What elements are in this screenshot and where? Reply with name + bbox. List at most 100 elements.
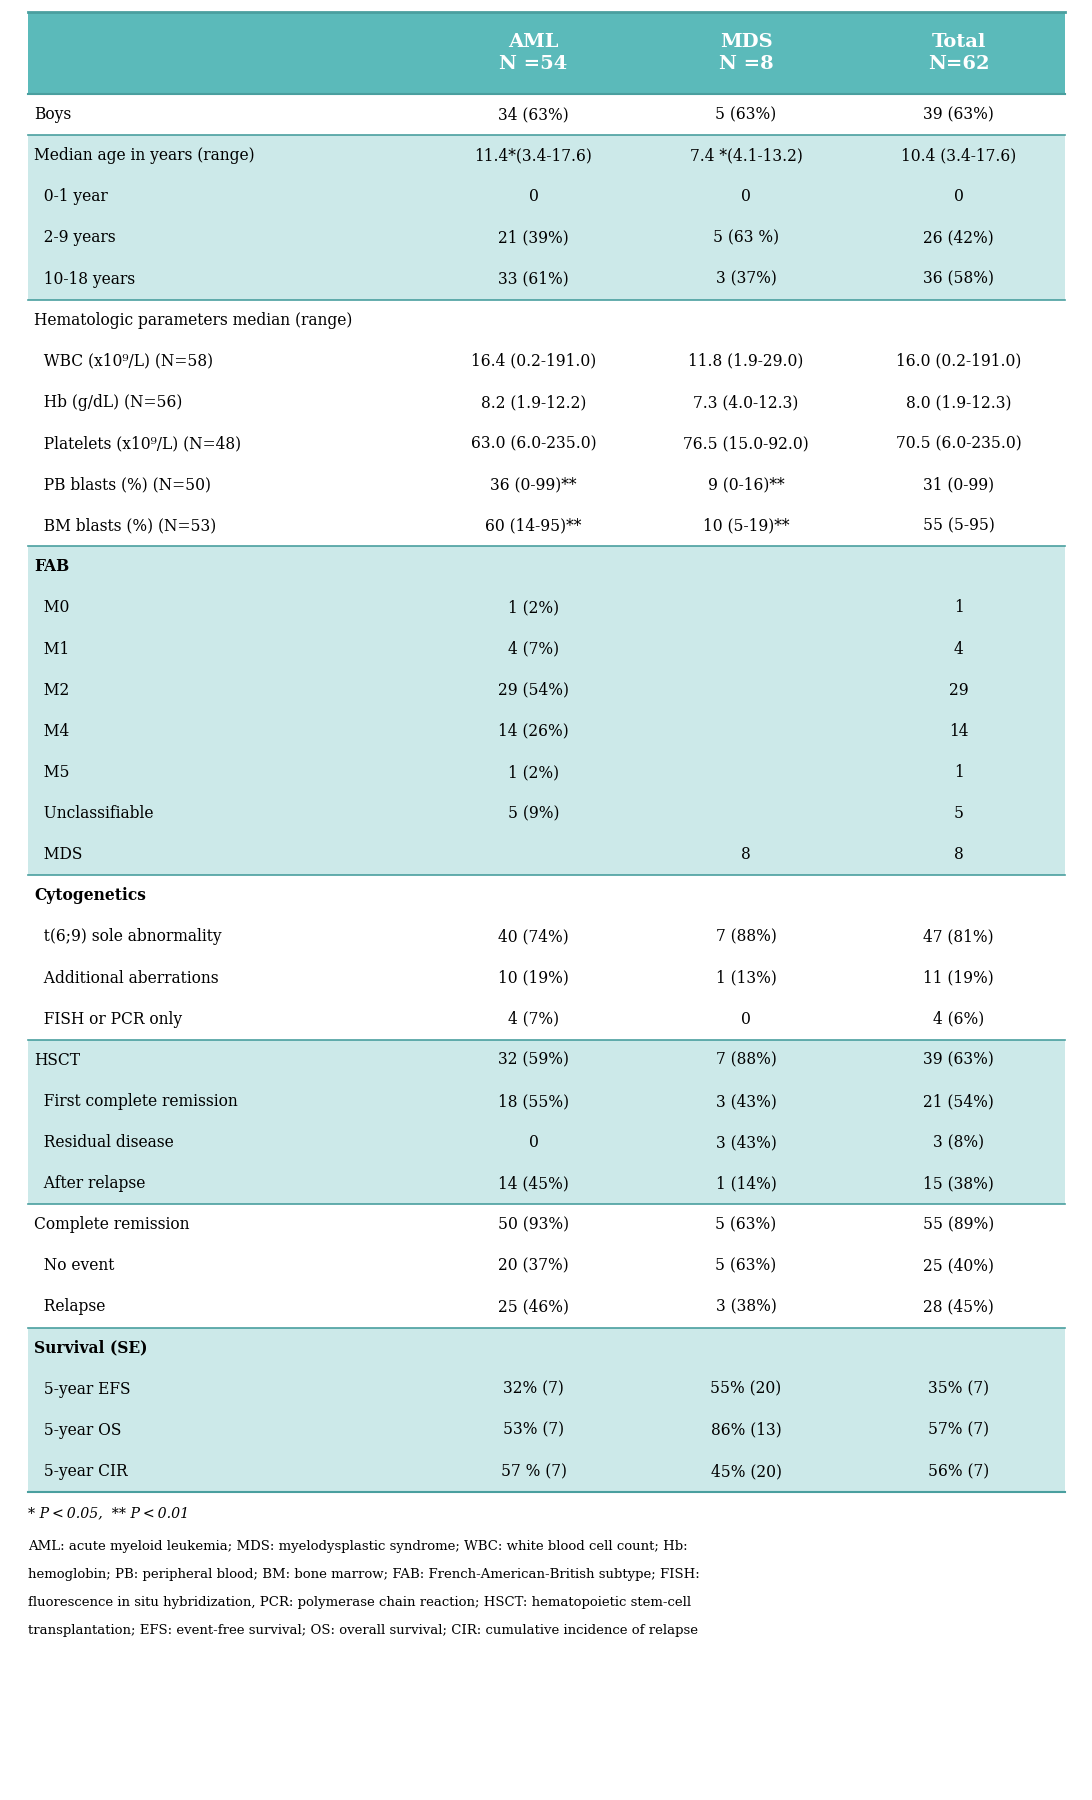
Text: 11.8 (1.9-29.0): 11.8 (1.9-29.0) [688,353,804,369]
Bar [28,1204,1065,1246]
Text: 4 (7%): 4 (7%) [508,641,559,657]
Text: Unclassifiable: Unclassifiable [34,805,154,823]
Text: 32 (59%): 32 (59%) [498,1051,569,1069]
Bar [28,259,1065,299]
Text: 18 (55%): 18 (55%) [498,1093,569,1111]
Text: transplantation; EFS: event-free survival; OS: overall survival; CIR: cumulative: transplantation; EFS: event-free surviva… [28,1624,698,1636]
Text: Survival (SE): Survival (SE) [34,1339,147,1357]
Text: t(6;9) sole abnormality: t(6;9) sole abnormality [34,929,222,945]
Text: 31 (0-99): 31 (0-99) [923,477,995,493]
Text: 21 (39%): 21 (39%) [498,229,569,247]
Text: hemoglobin; PB: peripheral blood; BM: bone marrow; FAB: French-American-British : hemoglobin; PB: peripheral blood; BM: bo… [28,1568,700,1580]
Text: 0: 0 [953,189,963,205]
Text: 40 (74%): 40 (74%) [498,929,569,945]
Bar [28,1121,1065,1163]
Text: 53% (7): 53% (7) [503,1422,565,1438]
Text: 4: 4 [953,641,963,657]
Bar [28,218,1065,259]
Text: 20 (37%): 20 (37%) [498,1258,569,1274]
Bar [28,299,1065,340]
Text: 0-1 year: 0-1 year [34,189,108,205]
Text: 70.5 (6.0-235.0): 70.5 (6.0-235.0) [895,436,1022,452]
Text: 26 (42%): 26 (42%) [924,229,994,247]
Text: 29 (54%): 29 (54%) [498,682,569,698]
Text: 1 (2%): 1 (2%) [508,763,559,781]
Text: 0: 0 [529,189,538,205]
Text: 3 (38%): 3 (38%) [715,1298,776,1316]
Text: 76.5 (15.0-92.0): 76.5 (15.0-92.0) [684,436,809,452]
Text: Additional aberrations: Additional aberrations [34,970,218,986]
Text: 5: 5 [953,805,964,823]
Text: Boys: Boys [34,106,71,122]
Bar [28,916,1065,958]
Text: 4 (7%): 4 (7%) [508,1010,559,1028]
Bar [28,382,1065,423]
Text: Hematologic parameters median (range): Hematologic parameters median (range) [34,311,353,329]
Text: Hb (g/dL) (N=56): Hb (g/dL) (N=56) [34,394,182,410]
Text: 57% (7): 57% (7) [928,1422,989,1438]
Text: AML
N =54: AML N =54 [499,32,568,74]
Text: 1 (2%): 1 (2%) [508,599,559,616]
Bar [28,794,1065,833]
Bar [28,464,1065,506]
Text: 55 (5-95): 55 (5-95) [923,517,995,535]
Text: fluorescence in situ hybridization, PCR: polymerase chain reaction; HSCT: hemato: fluorescence in situ hybridization, PCR:… [28,1597,691,1609]
Text: 5 (9%): 5 (9%) [508,805,559,823]
Text: 11.4*(3.4-17.6): 11.4*(3.4-17.6) [475,148,593,164]
Text: 10.4 (3.4-17.6): 10.4 (3.4-17.6) [901,148,1017,164]
Text: 7.4 *(4.1-13.2): 7.4 *(4.1-13.2) [690,148,803,164]
Text: 33 (61%): 33 (61%) [498,270,569,288]
Text: 3 (43%): 3 (43%) [715,1134,776,1150]
Text: 57 % (7): 57 % (7) [500,1463,567,1480]
Text: 7.3 (4.0-12.3): 7.3 (4.0-12.3) [693,394,799,410]
Bar [28,711,1065,752]
Bar [28,628,1065,670]
Text: Cytogenetics: Cytogenetics [34,887,146,904]
Text: 15 (38%): 15 (38%) [923,1175,994,1192]
Text: 21 (54%): 21 (54%) [923,1093,994,1111]
Bar [28,13,1065,94]
Text: 29: 29 [949,682,969,698]
Bar [28,958,1065,999]
Text: 10-18 years: 10-18 years [34,270,135,288]
Text: Platelets (x10⁹/L) (N=48): Platelets (x10⁹/L) (N=48) [34,436,241,452]
Text: MDS
N =8: MDS N =8 [719,32,773,74]
Text: WBC (x10⁹/L) (N=58): WBC (x10⁹/L) (N=58) [34,353,213,369]
Text: * P < 0.05,  ** P < 0.01: * P < 0.05, ** P < 0.01 [28,1507,189,1519]
Text: 8: 8 [741,846,751,864]
Bar [28,1040,1065,1080]
Text: 55% (20): 55% (20) [711,1381,782,1399]
Text: FISH or PCR only: FISH or PCR only [34,1010,182,1028]
Text: Median age in years (range): Median age in years (range) [34,148,254,164]
Text: 0: 0 [741,1010,751,1028]
Text: 63.0 (6.0-235.0): 63.0 (6.0-235.0) [471,436,596,452]
Text: MDS: MDS [34,846,82,864]
Text: AML: acute myeloid leukemia; MDS: myelodysplastic syndrome; WBC: white blood cel: AML: acute myeloid leukemia; MDS: myelod… [28,1541,688,1553]
Text: 55 (89%): 55 (89%) [923,1217,995,1233]
Text: 34 (63%): 34 (63%) [498,106,569,122]
Text: 5 (63 %): 5 (63 %) [713,229,780,247]
Bar [28,1328,1065,1368]
Text: 5 (63%): 5 (63%) [715,106,776,122]
Bar [28,340,1065,382]
Bar [28,94,1065,135]
Text: 35% (7): 35% (7) [928,1381,989,1399]
Bar [28,545,1065,587]
Bar [28,506,1065,545]
Text: 8.2 (1.9-12.2): 8.2 (1.9-12.2) [480,394,586,410]
Text: No event: No event [34,1258,115,1274]
Bar [28,1451,1065,1492]
Text: 5 (63%): 5 (63%) [715,1258,776,1274]
Bar [28,135,1065,176]
Text: 36 (0-99)**: 36 (0-99)** [490,477,577,493]
Text: 8: 8 [953,846,963,864]
Text: 28 (45%): 28 (45%) [923,1298,994,1316]
Bar [28,423,1065,464]
Text: Total
N=62: Total N=62 [928,32,989,74]
Text: 25 (40%): 25 (40%) [923,1258,994,1274]
Text: BM blasts (%) (N=53): BM blasts (%) (N=53) [34,517,216,535]
Text: 16.4 (0.2-191.0): 16.4 (0.2-191.0) [471,353,596,369]
Bar [28,1368,1065,1409]
Text: 5-year CIR: 5-year CIR [34,1463,128,1480]
Text: 32% (7): 32% (7) [503,1381,563,1399]
